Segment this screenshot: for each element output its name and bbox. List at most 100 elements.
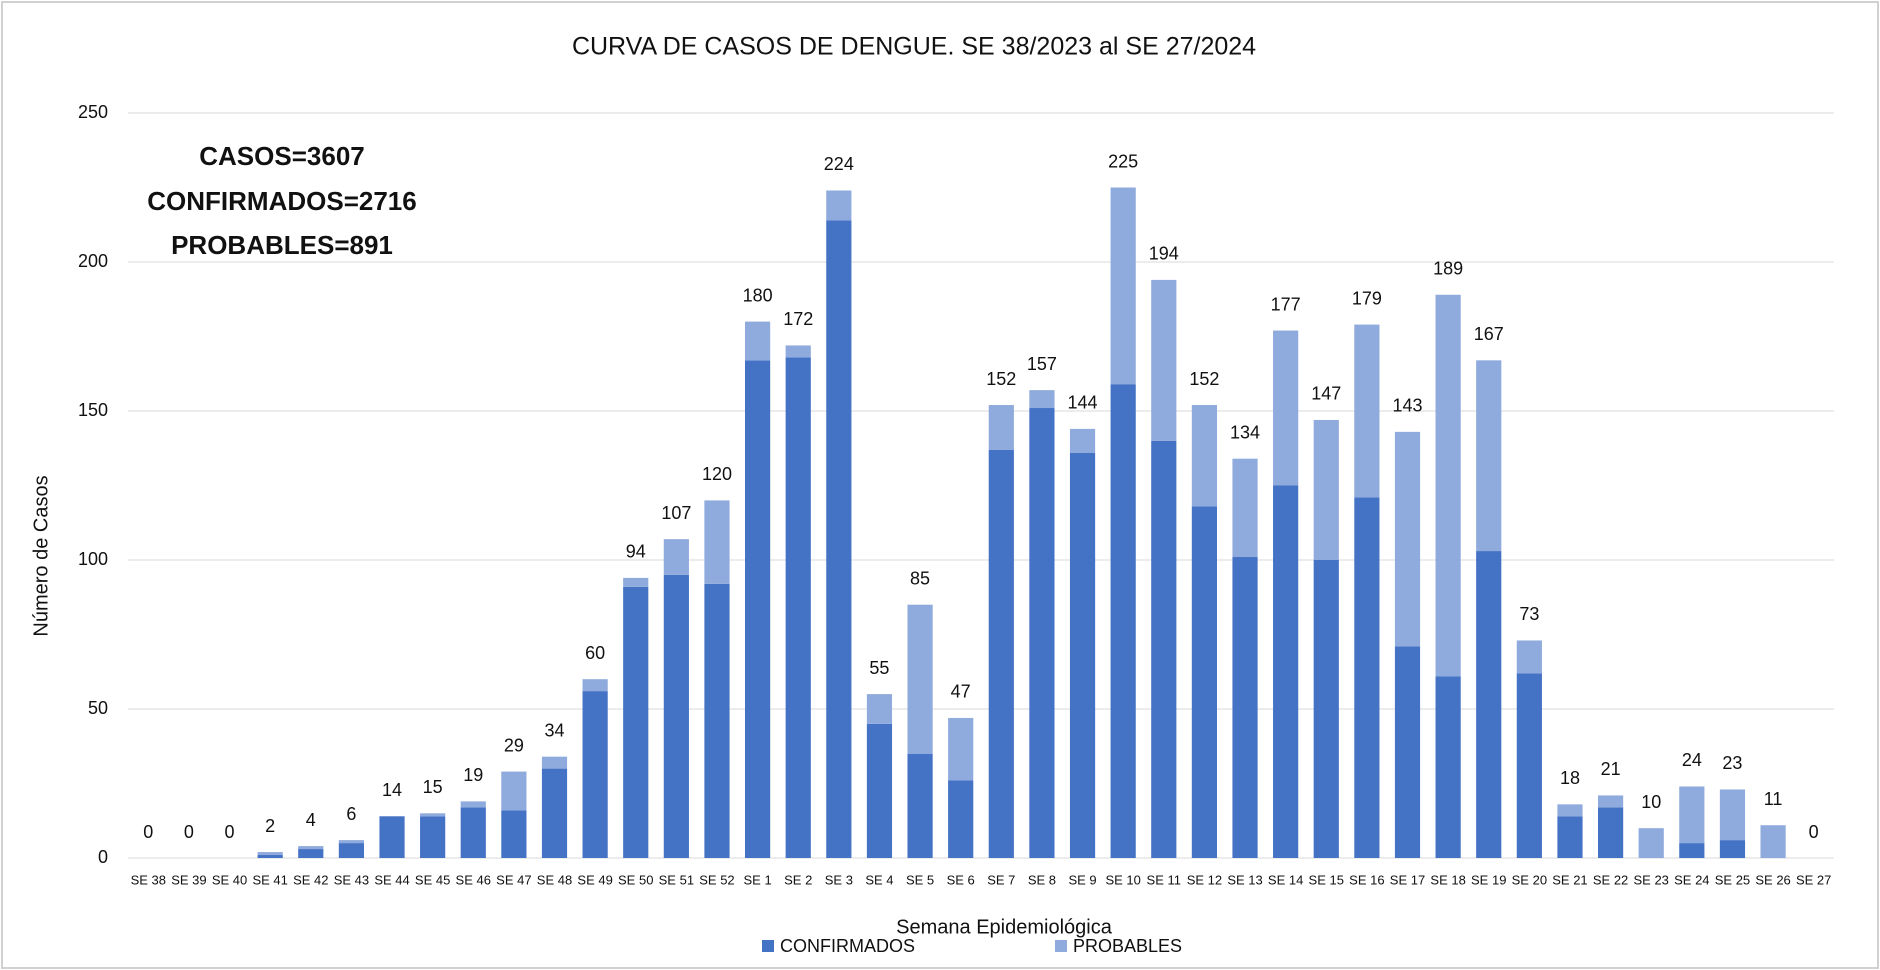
data-label: 2	[265, 816, 275, 836]
bar-segment	[866, 694, 893, 724]
x-tick-label: SE 45	[415, 872, 450, 887]
bar-segment	[745, 360, 771, 858]
y-axis-label: Número de Casos	[30, 475, 52, 636]
bar-segment	[1476, 360, 1502, 552]
bar-segment	[1313, 419, 1339, 560]
data-label: 177	[1271, 294, 1301, 314]
bar-segment	[501, 771, 527, 811]
y-tick-label: 100	[78, 549, 108, 569]
bar-segment	[1354, 497, 1380, 858]
data-label: 24	[1682, 750, 1702, 770]
bar-segment	[338, 840, 364, 844]
data-label: 179	[1352, 288, 1382, 308]
bar-segment	[1069, 452, 1096, 858]
x-tick-label: SE 15	[1309, 872, 1344, 887]
x-tick-label: SE 51	[659, 872, 694, 887]
data-label: 94	[626, 542, 646, 562]
x-axis-label: Semana Epidemiológica	[896, 916, 1113, 938]
bar-segment	[1313, 560, 1339, 858]
bar-segment	[1435, 294, 1461, 677]
x-tick-label: SE 7	[987, 872, 1015, 887]
data-label: 55	[869, 658, 889, 678]
bar-segment	[988, 449, 1014, 858]
data-label: 19	[463, 765, 483, 785]
x-tick-label: SE 40	[212, 872, 247, 887]
data-label: 0	[1809, 822, 1819, 842]
y-tick-label: 250	[78, 102, 108, 122]
bar-segment	[1435, 676, 1461, 858]
bar-segment	[704, 500, 730, 584]
bar-segment	[420, 813, 446, 817]
bar-segment	[1719, 840, 1746, 858]
x-tick-label: SE 18	[1430, 872, 1465, 887]
y-tick-label: 150	[78, 400, 108, 420]
x-tick-label: SE 6	[947, 872, 975, 887]
data-label: 152	[1189, 369, 1219, 389]
legend-label: CONFIRMADOS	[780, 936, 915, 956]
bar-segment	[1191, 405, 1217, 507]
x-tick-label: SE 50	[618, 872, 653, 887]
chart-title: CURVA DE CASOS DE DENGUE. SE 38/2023 al …	[572, 33, 1256, 61]
x-tick-label: SE 52	[699, 872, 734, 887]
bar-segment	[420, 816, 446, 858]
bar-segment	[1110, 384, 1136, 858]
data-label: 189	[1433, 259, 1463, 279]
data-label: 34	[544, 720, 564, 740]
bar-segment	[785, 345, 811, 358]
bar-segment	[460, 807, 486, 858]
bar-segment	[907, 753, 933, 858]
x-tick-label: SE 17	[1390, 872, 1425, 887]
data-label: 29	[504, 735, 524, 755]
data-label: 134	[1230, 422, 1260, 442]
data-label: 172	[783, 309, 813, 329]
bar-segment	[1516, 640, 1542, 674]
x-tick-label: SE 10	[1105, 872, 1140, 887]
bar-segment	[785, 357, 811, 858]
x-tick-label: SE 26	[1755, 872, 1790, 887]
bar-segment	[1598, 807, 1624, 858]
x-tick-label: SE 5	[906, 872, 934, 887]
x-tick-label: SE 20	[1512, 872, 1547, 887]
x-tick-label: SE 39	[171, 872, 206, 887]
bar-segment	[988, 405, 1014, 450]
x-tick-label: SE 21	[1552, 872, 1587, 887]
bar-segment	[663, 539, 689, 575]
annotation: PROBABLES=891	[171, 230, 393, 260]
y-tick-label: 0	[98, 847, 108, 867]
data-label: 47	[951, 682, 971, 702]
annotation: CONFIRMADOS=2716	[147, 186, 416, 216]
bar-segment	[663, 574, 689, 858]
bar-segment	[1029, 408, 1055, 858]
x-tick-label: SE 16	[1349, 872, 1384, 887]
x-tick-label: SE 2	[784, 872, 812, 887]
data-label: 73	[1519, 604, 1539, 624]
data-label: 144	[1068, 393, 1098, 413]
bar-segment	[1232, 557, 1258, 858]
x-tick-label: SE 14	[1268, 872, 1303, 887]
data-label: 6	[346, 804, 356, 824]
bar-segment	[1273, 485, 1299, 858]
bar-segment	[1232, 458, 1258, 558]
bar-segment	[1110, 187, 1136, 385]
bar-segment	[623, 586, 649, 858]
bar-segment	[298, 846, 324, 850]
data-label: 120	[702, 464, 732, 484]
y-tick-label: 200	[78, 251, 108, 271]
legend-swatch	[1055, 940, 1067, 952]
data-label: 152	[986, 369, 1016, 389]
x-tick-label: SE 13	[1227, 872, 1262, 887]
legend-swatch	[762, 940, 774, 952]
data-label: 167	[1474, 324, 1504, 344]
data-label: 107	[661, 503, 691, 523]
bar-segment	[704, 583, 730, 858]
x-tick-label: SE 23	[1634, 872, 1669, 887]
bar-segment	[582, 691, 608, 858]
data-label: 23	[1722, 753, 1742, 773]
x-tick-label: SE 42	[293, 872, 328, 887]
x-tick-label: SE 38	[131, 872, 166, 887]
data-label: 11	[1764, 789, 1783, 809]
annotation: CASOS=3607	[199, 141, 364, 171]
x-tick-label: SE 24	[1674, 872, 1709, 887]
data-label: 194	[1149, 244, 1179, 264]
